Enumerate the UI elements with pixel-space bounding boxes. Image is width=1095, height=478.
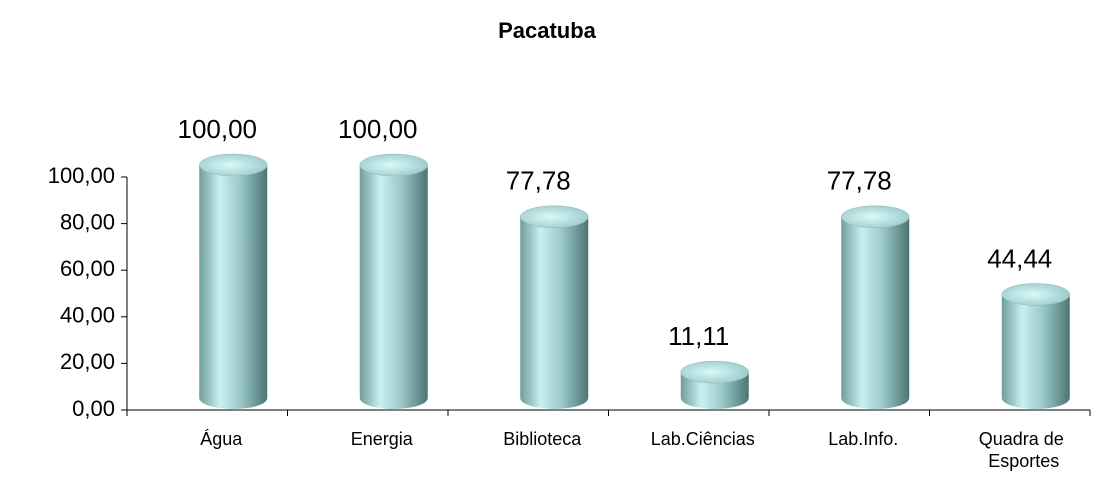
bar	[520, 216, 589, 409]
x-tick-label-line: Quadra de	[979, 429, 1069, 449]
y-tick-label: 60,00	[60, 256, 115, 281]
x-tick-label: Lab.Info.	[828, 429, 898, 449]
data-label: 77,78	[506, 166, 571, 196]
data-label: 100,00	[338, 114, 418, 144]
x-tick-label: Quadra de Esportes	[979, 429, 1069, 471]
bar	[359, 165, 428, 410]
bar-top	[199, 153, 268, 177]
x-tick-label: Lab.Ciências	[651, 429, 755, 449]
y-tick-label: 20,00	[60, 349, 115, 374]
bar-top	[1001, 283, 1070, 306]
bar	[199, 165, 268, 410]
x-tick-label-line: Esportes	[988, 451, 1059, 471]
chart-title: Pacatuba	[498, 18, 597, 43]
y-tick-label: 80,00	[60, 209, 115, 234]
bar	[841, 216, 910, 410]
bar-top	[841, 205, 910, 229]
data-label: 11,11	[668, 321, 729, 351]
bar-top	[359, 153, 428, 177]
x-tick-label: Biblioteca	[503, 429, 582, 449]
data-label: 44,44	[987, 243, 1052, 273]
y-tick-label: 40,00	[60, 303, 115, 328]
data-label: 100,00	[177, 114, 257, 144]
bar-top	[680, 360, 749, 384]
x-tick-label: Água	[200, 429, 243, 449]
data-label: 77,78	[827, 166, 892, 196]
y-tick-label: 0,00	[72, 396, 115, 421]
y-tick-label: 100,00	[48, 163, 115, 188]
x-tick-label: Energia	[351, 429, 414, 449]
bar-top	[520, 205, 589, 229]
bar	[1001, 294, 1070, 410]
